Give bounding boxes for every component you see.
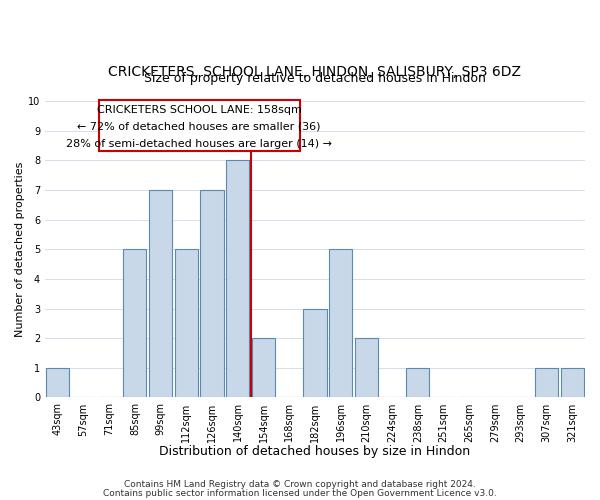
Bar bbox=[560, 368, 584, 398]
Bar bbox=[124, 249, 146, 398]
Bar bbox=[175, 249, 198, 398]
X-axis label: Distribution of detached houses by size in Hindon: Distribution of detached houses by size … bbox=[160, 444, 470, 458]
Bar bbox=[406, 368, 430, 398]
Bar bbox=[329, 249, 352, 398]
Y-axis label: Number of detached properties: Number of detached properties bbox=[15, 162, 25, 337]
Bar bbox=[535, 368, 558, 398]
Text: Contains HM Land Registry data © Crown copyright and database right 2024.: Contains HM Land Registry data © Crown c… bbox=[124, 480, 476, 489]
Bar bbox=[355, 338, 378, 398]
FancyBboxPatch shape bbox=[99, 100, 299, 152]
Bar bbox=[304, 308, 326, 398]
Text: 28% of semi-detached houses are larger (14) →: 28% of semi-detached houses are larger (… bbox=[66, 139, 332, 149]
Title: CRICKETERS, SCHOOL LANE, HINDON, SALISBURY, SP3 6DZ: CRICKETERS, SCHOOL LANE, HINDON, SALISBU… bbox=[109, 65, 521, 79]
Text: Size of property relative to detached houses in Hindon: Size of property relative to detached ho… bbox=[144, 72, 486, 85]
Bar bbox=[200, 190, 224, 398]
Bar bbox=[226, 160, 250, 398]
Text: Contains public sector information licensed under the Open Government Licence v3: Contains public sector information licen… bbox=[103, 490, 497, 498]
Text: ← 72% of detached houses are smaller (36): ← 72% of detached houses are smaller (36… bbox=[77, 122, 321, 132]
Bar bbox=[149, 190, 172, 398]
Bar bbox=[252, 338, 275, 398]
Text: CRICKETERS SCHOOL LANE: 158sqm: CRICKETERS SCHOOL LANE: 158sqm bbox=[97, 105, 302, 115]
Bar bbox=[46, 368, 70, 398]
